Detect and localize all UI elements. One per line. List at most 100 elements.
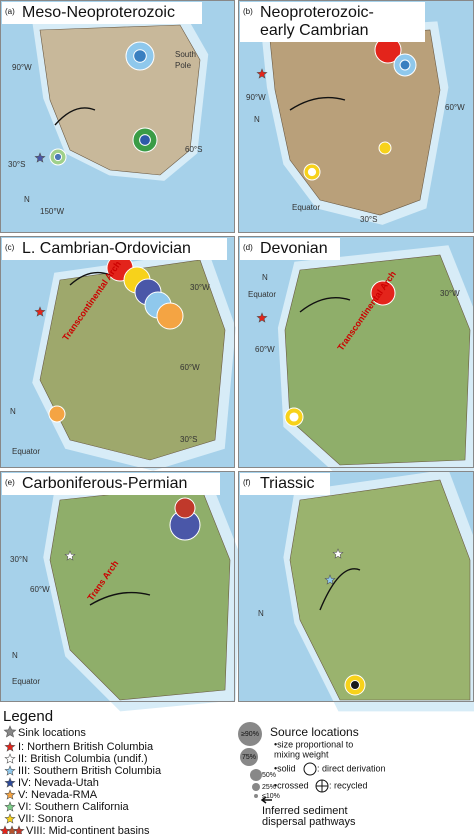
- source-circle-inner: [350, 680, 360, 690]
- panel-title: Meso-Neoproterozoic: [22, 4, 175, 21]
- map-annotation: 30°W: [440, 289, 460, 298]
- legend-item: VI: Southern California: [18, 801, 130, 813]
- panel-label: (e): [5, 478, 15, 487]
- pathway-arrow: [69, 271, 111, 286]
- star-symbol: [4, 765, 16, 776]
- size-label: ≥90%: [241, 731, 259, 738]
- map-annotation: N: [258, 609, 264, 618]
- size-circle: [238, 722, 262, 746]
- pathway-arrow: [299, 297, 351, 313]
- panel-label: (b): [243, 7, 253, 16]
- panel-title: Devonian: [260, 240, 328, 257]
- star-symbol: [4, 741, 16, 752]
- size-circle: [250, 769, 262, 781]
- map-annotation: 30°S: [360, 215, 377, 224]
- source-circle-inner: [399, 59, 411, 71]
- title-box: [240, 473, 330, 495]
- map-annotation: 30°W: [190, 283, 210, 292]
- legend-item: III: Southern British Columbia: [18, 765, 162, 777]
- panel-title: L. Cambrian-Ordovician: [22, 240, 191, 257]
- pathway-arrow: [89, 591, 151, 606]
- map-annotation: 60°W: [445, 103, 465, 112]
- panel-frame: [0, 0, 235, 233]
- source-circle: [378, 141, 392, 155]
- star-symbol: [332, 548, 344, 559]
- map-annotation: N: [262, 273, 268, 282]
- star-symbol: [13, 825, 25, 834]
- panel-label: (a): [5, 7, 15, 16]
- panel-frame: [0, 471, 235, 702]
- star-symbol: [4, 753, 16, 764]
- size-label: 25%: [262, 784, 276, 791]
- source-circle: [156, 302, 184, 330]
- title-box: [240, 2, 425, 42]
- panel-label: (d): [243, 243, 253, 252]
- land: [284, 254, 471, 466]
- title-box: [2, 238, 227, 260]
- legend-item: Source locations: [270, 725, 359, 739]
- pathway-arrow: [289, 96, 346, 111]
- map-annotation: N: [24, 195, 30, 204]
- size-label: ≤10%: [262, 793, 280, 800]
- map-annotation: 60°W: [180, 363, 200, 372]
- map-annotation: Equator: [12, 677, 40, 686]
- legend-note: •crossed: [274, 780, 309, 790]
- star-symbol: [256, 68, 268, 79]
- solid-symbol: [303, 762, 317, 776]
- crossed-lines: [316, 780, 328, 792]
- map-annotation: Equator: [248, 290, 276, 299]
- size-label: 50%: [262, 772, 276, 779]
- legend-item: VII: Sonora: [18, 813, 74, 825]
- star-symbol: [3, 725, 17, 738]
- star-symbol: [256, 312, 268, 323]
- legend-note: : recycled: [329, 780, 368, 790]
- map-annotation: N: [12, 651, 18, 660]
- size-circle: [252, 783, 260, 791]
- source-circle: [48, 405, 66, 423]
- star-symbol: [4, 813, 16, 824]
- legend-item: Inferred sediment: [262, 805, 348, 817]
- map-annotation: N: [10, 407, 16, 416]
- legend-item: I: Northern British Columbia: [18, 741, 154, 753]
- legend-item: V: Nevada-RMA: [18, 789, 98, 801]
- land: [289, 479, 471, 701]
- legend-note: •solid: [274, 763, 296, 773]
- legend-note: : direct derivation: [317, 763, 386, 773]
- title-box: [240, 238, 340, 260]
- panel-title: Neoproterozoic-: [260, 4, 374, 21]
- star-symbol: [34, 306, 46, 317]
- map-annotation: Pole: [175, 61, 192, 70]
- map-annotation: 60°W: [30, 585, 50, 594]
- star-symbol: [324, 574, 336, 585]
- size-label: 75%: [242, 754, 256, 761]
- star-symbol: [4, 801, 16, 812]
- source-circle-inner: [53, 152, 63, 162]
- legend-item: VIII: Mid-continent basins: [26, 825, 150, 834]
- legend-title: Legend: [3, 708, 53, 725]
- map-annotation: 60°W: [255, 345, 275, 354]
- star-symbol: [4, 789, 16, 800]
- map-annotation: 30°N: [10, 555, 28, 564]
- star-symbol: [64, 550, 76, 561]
- star-symbol: [4, 777, 16, 788]
- map-annotation: South: [175, 50, 196, 59]
- map-annotation: 30°S: [8, 160, 25, 169]
- source-circle: [370, 280, 396, 306]
- legend-note: •size proportional to: [274, 739, 353, 749]
- size-circle: [240, 748, 258, 766]
- maps: [0, 0, 474, 712]
- source-circle-inner: [133, 49, 147, 63]
- source-circle-inner: [307, 167, 317, 177]
- pathway-symbol: [260, 796, 272, 804]
- panel-frame: [0, 236, 235, 468]
- legend-item: dispersal pathways: [262, 816, 356, 828]
- panel-title: Triassic: [260, 475, 315, 492]
- panel-label: (f): [243, 478, 251, 487]
- labels: (a) Meso-Neoproterozoic South Pole 90°W 30°S 6…: [0, 2, 465, 834]
- size-circle: [254, 794, 258, 798]
- map-annotation: N: [254, 115, 260, 124]
- map-annotation: Equator: [292, 203, 320, 212]
- title-box: [2, 473, 220, 495]
- source-circle-inner: [139, 134, 151, 146]
- panel-label: (c): [5, 243, 15, 252]
